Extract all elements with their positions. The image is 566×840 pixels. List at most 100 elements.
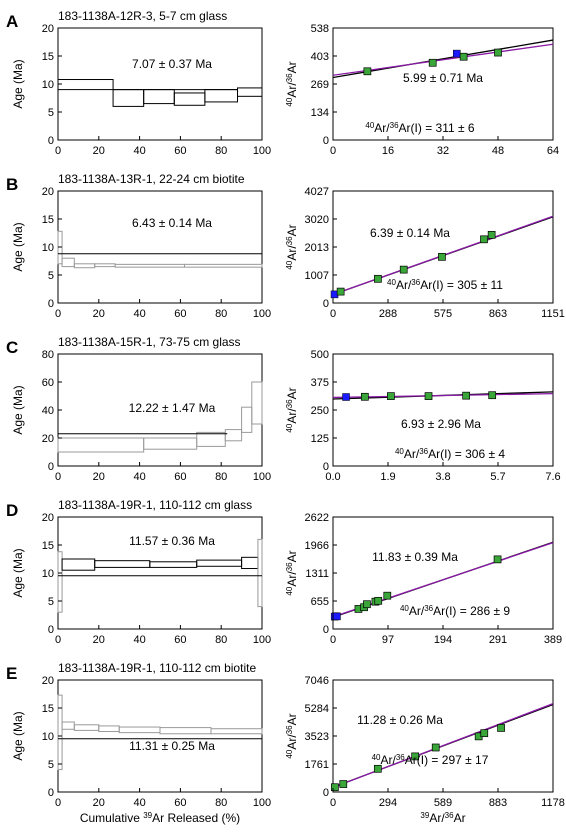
data-point — [424, 392, 433, 400]
age-spectrum-y-tick-label: 15 — [42, 51, 54, 63]
data-point — [438, 252, 446, 261]
isochron-fit-line — [333, 703, 553, 789]
age-step — [143, 89, 175, 105]
age-spectrum-x-tick-label: 80 — [215, 471, 227, 483]
isochron-x-tick-label: 0 — [330, 797, 336, 809]
data-point — [493, 555, 502, 564]
y-axis-label: Age (Ma) — [11, 385, 25, 434]
age-spectrum-x-tick-label: 100 — [253, 308, 271, 320]
isochron-x-tick-label: 0 — [330, 634, 336, 646]
age-spectrum-y-tick-label: 15 — [42, 540, 54, 552]
isochron-y-tick-label: 375 — [311, 377, 329, 389]
age-spectrum-x-tick-label: 20 — [93, 145, 105, 157]
data-point — [399, 265, 408, 274]
sample-title: 183-1138A-19R-1, 110-112 cm biotite — [58, 661, 256, 675]
data-point — [497, 724, 505, 732]
isochron-y-tick-label: 538 — [311, 23, 329, 35]
data-point — [487, 231, 496, 239]
age-spectrum-x-tick-label: 0 — [55, 634, 61, 646]
age-spectrum-x-tick-label: 80 — [215, 308, 227, 320]
data-point — [411, 752, 420, 761]
isochron-age-label: 5.99 ± 0.71 Ma — [403, 71, 483, 85]
age-spectrum-y-tick-label: 80 — [42, 349, 54, 361]
isochron-x-tick-label: 883 — [489, 797, 507, 809]
isochron-x-tick-label: 0 — [330, 308, 336, 320]
isochron-x-tick-label: 194 — [434, 634, 452, 646]
age-spectrum-y-tick-label: 60 — [42, 377, 54, 389]
y-axis-label: Age (Ma) — [11, 222, 25, 271]
isochron-y-tick-label: 655 — [311, 596, 329, 608]
x-axis-title: Cumulative 39Ar Released (%) — [80, 811, 240, 826]
age-spectrum-y-tick-label: 15 — [42, 214, 54, 226]
panel-e-step: E 183-1138A-19R-1, 110-112 cm biotite 0 20 4… — [6, 661, 271, 825]
age-spectrum-y-tick-label: 0 — [48, 298, 54, 310]
y-axis-label: Age (Ma) — [11, 59, 25, 108]
age-spectrum-x-tick-label: 20 — [93, 471, 105, 483]
intercept-label: 40Ar/36Ar(I) = 297 ± 17 — [372, 753, 489, 768]
age-step — [196, 431, 226, 447]
age-step — [73, 263, 96, 269]
panel-e-scatter: 0 294 589 883 1178 0 1761 3523 5284 7046 40Ar/36Ar… — [285, 675, 565, 825]
age-step — [257, 538, 263, 608]
data-point — [374, 274, 382, 283]
isochron-x-tick-label: 863 — [489, 308, 507, 320]
panel-letter: B — [6, 175, 18, 194]
isochron-y-tick-label: 1761 — [305, 759, 329, 771]
isochron-x-tick-label: 0.0 — [325, 471, 340, 483]
age-spectrum-y-tick-label: 15 — [42, 703, 54, 715]
age-spectrum-frame — [57, 27, 263, 141]
age-spectrum-x-tick-label: 80 — [215, 145, 227, 157]
age-spectrum-y-tick-label: 10 — [42, 731, 54, 743]
sample-title: 183-1138A-19R-1, 110-112 cm glass — [58, 498, 252, 512]
fit-lines — [333, 703, 553, 789]
isochron-y-tick-label: 125 — [311, 433, 329, 445]
age-spectrum-y-tick-label: 5 — [48, 270, 54, 282]
panel-letter: D — [6, 501, 18, 520]
age-step — [112, 89, 145, 107]
sample-title: 183-1138A-15R-1, 73-75 cm glass — [58, 335, 241, 349]
panel-letter: C — [6, 338, 18, 357]
age-step — [57, 551, 63, 613]
age-step — [57, 79, 114, 91]
isochron-age-label: 6.39 ± 0.14 Ma — [370, 226, 450, 240]
age-spectrum-x-tick-label: 60 — [174, 797, 186, 809]
age-step — [204, 89, 239, 103]
age-spectrum-x-tick-label: 60 — [174, 471, 186, 483]
isochron-y-tick-label: 250 — [311, 405, 329, 417]
isochron-y-tick-label: 1311 — [305, 568, 329, 580]
isochron-x-tick-label: 1178 — [541, 797, 565, 809]
age-spectrum-x-tick-label: 100 — [253, 471, 271, 483]
age-step — [143, 437, 198, 450]
isochron-y-tick-label: 134 — [311, 107, 329, 119]
isochron-y-tick-label: 3523 — [305, 731, 329, 743]
isochron-age-label: 6.93 ± 2.96 Ma — [401, 417, 481, 431]
age-step — [61, 721, 75, 730]
age-spectrum-x-tick-label: 80 — [215, 797, 227, 809]
isochron-y-axis-title: 40Ar/36Ar — [285, 550, 300, 595]
data-point — [336, 287, 345, 296]
plateau-age-label: 12.22 ± 1.47 Ma — [129, 401, 216, 415]
age-step — [241, 556, 259, 570]
age-spectrum-y-tick-label: 10 — [42, 568, 54, 580]
data-point — [373, 764, 382, 773]
isochron-x-tick-label: 48 — [492, 145, 504, 157]
isochron-y-tick-label: 4027 — [305, 186, 329, 198]
panel-b-step: B 183-1138A-13R-1, 22-24 cm biotite 0 20 40 6… — [6, 172, 271, 320]
plateau-age-label: 7.07 ± 0.37 Ma — [132, 57, 212, 71]
isochron-y-tick-label: 403 — [311, 51, 329, 63]
isochron-x-tick-label: 1151 — [541, 308, 565, 320]
isochron-y-tick-label: 7046 — [305, 675, 329, 687]
data-point — [480, 235, 488, 244]
panel-letter: E — [6, 664, 17, 683]
age-step — [61, 558, 96, 571]
isochron-y-tick-label: 2013 — [305, 242, 329, 254]
plateau-age-label: 11.57 ± 0.36 Ma — [129, 534, 215, 548]
data-point — [480, 729, 489, 738]
excluded-data-point — [333, 612, 341, 621]
age-spectrum-y-tick-label: 0 — [48, 461, 54, 473]
y-axis-label: Age (Ma) — [11, 711, 25, 760]
panel-letter: A — [6, 12, 18, 31]
data-point — [459, 52, 468, 61]
age-step — [149, 561, 198, 568]
